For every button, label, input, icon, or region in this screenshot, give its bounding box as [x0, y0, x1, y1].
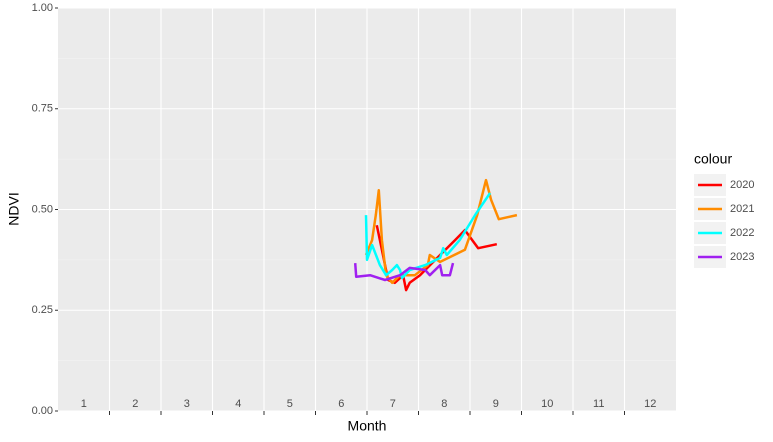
x-tick-label: 10 [541, 398, 553, 410]
x-tick-label: 12 [644, 398, 656, 410]
x-tick-label: 7 [390, 398, 396, 410]
y-tick-label: 0.75 [32, 103, 53, 115]
x-tick-label: 3 [184, 398, 190, 410]
y-tick-label: 0.00 [32, 405, 53, 417]
x-tick-label: 4 [235, 398, 241, 410]
y-tick-label: 1.00 [32, 2, 53, 14]
legend-label: 2023 [730, 251, 754, 263]
series-line [364, 192, 492, 280]
y-axis-title: NDVI [6, 192, 22, 225]
series-line [353, 262, 455, 282]
x-tick-label: 9 [493, 398, 499, 410]
x-tick-label: 11 [593, 398, 604, 410]
legend-label: 2022 [730, 227, 754, 239]
x-tick-label: 2 [132, 398, 138, 410]
x-tick-label: 1 [81, 398, 87, 410]
x-tick-label: 5 [287, 398, 293, 410]
y-tick-label: 0.50 [32, 203, 53, 215]
x-tick-label: 8 [441, 398, 447, 410]
legend-label: 2020 [730, 179, 754, 191]
x-tick-label: 6 [338, 398, 344, 410]
legend-label: 2021 [730, 203, 754, 215]
y-tick-label: 0.25 [32, 304, 53, 316]
x-axis-title: Month [348, 418, 387, 434]
legend-title: colour [694, 151, 732, 167]
